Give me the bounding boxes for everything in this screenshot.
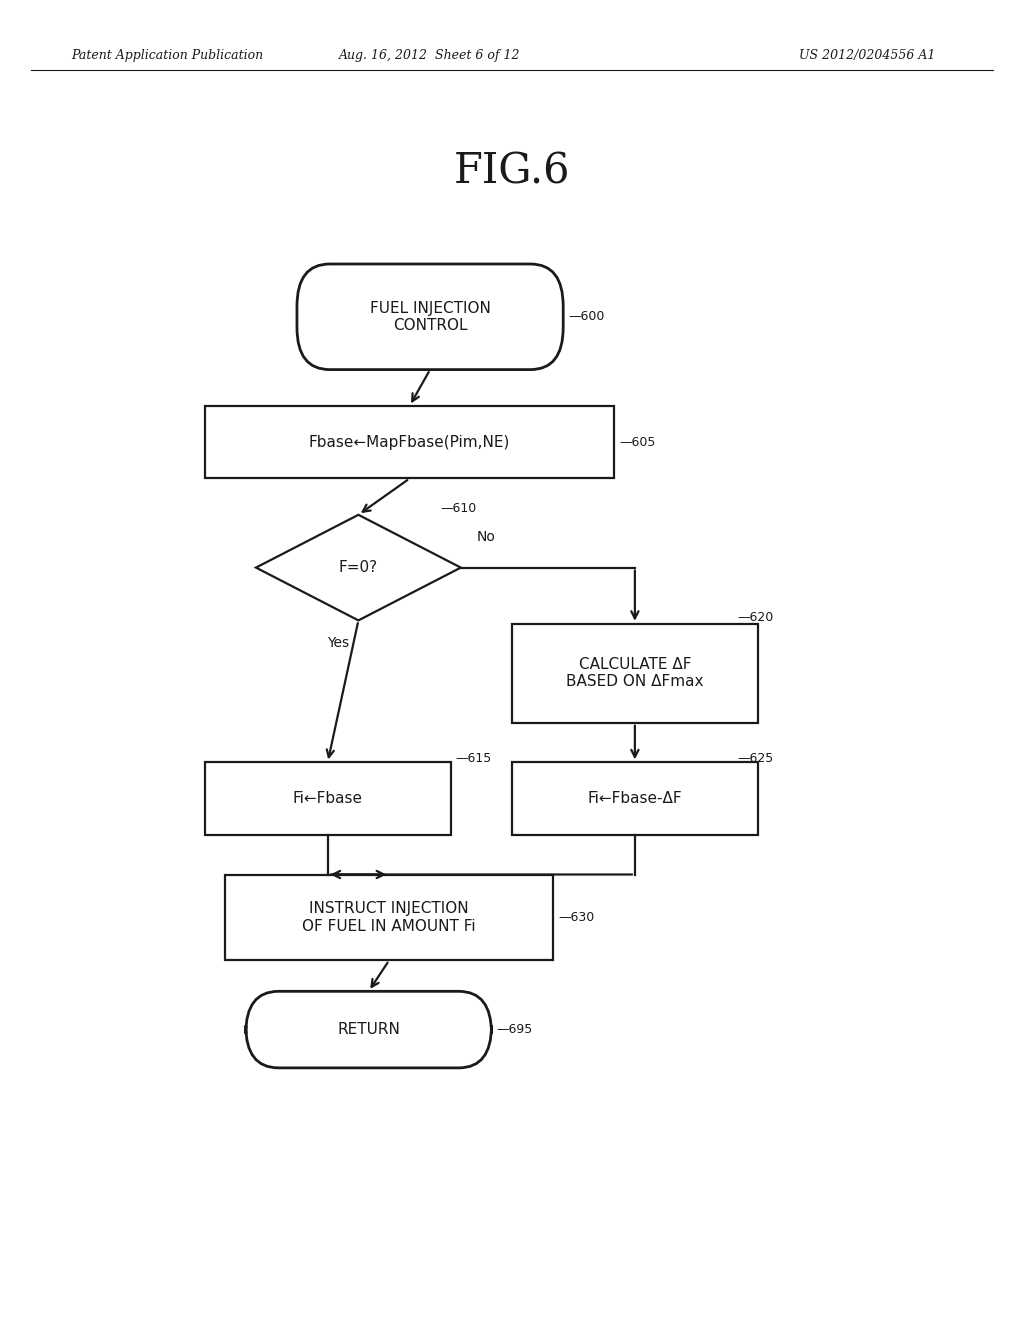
- FancyBboxPatch shape: [246, 991, 492, 1068]
- Text: Fi←Fbase-ΔF: Fi←Fbase-ΔF: [588, 791, 682, 807]
- Text: US 2012/0204556 A1: US 2012/0204556 A1: [799, 49, 935, 62]
- Text: F=0?: F=0?: [339, 560, 378, 576]
- Bar: [225, 875, 553, 961]
- Text: INSTRUCT INJECTION
OF FUEL IN AMOUNT Fi: INSTRUCT INJECTION OF FUEL IN AMOUNT Fi: [302, 902, 476, 933]
- Text: —630: —630: [558, 911, 594, 924]
- Text: —610: —610: [440, 502, 476, 515]
- Text: FUEL INJECTION
CONTROL: FUEL INJECTION CONTROL: [370, 301, 490, 333]
- Text: —600: —600: [568, 310, 605, 323]
- Polygon shape: [256, 515, 461, 620]
- Text: Fi←Fbase: Fi←Fbase: [293, 791, 362, 807]
- Bar: [205, 763, 451, 836]
- Text: —620: —620: [737, 611, 773, 624]
- Text: Fbase←MapFbase(Pim,NE): Fbase←MapFbase(Pim,NE): [309, 434, 510, 450]
- Text: Patent Application Publication: Patent Application Publication: [72, 49, 264, 62]
- Text: —615: —615: [456, 752, 492, 766]
- Text: CALCULATE ΔF
BASED ON ΔFmax: CALCULATE ΔF BASED ON ΔFmax: [566, 657, 703, 689]
- Bar: [512, 624, 758, 722]
- Bar: [512, 763, 758, 836]
- Text: RETURN: RETURN: [337, 1022, 400, 1038]
- Text: FIG.6: FIG.6: [454, 150, 570, 193]
- FancyBboxPatch shape: [297, 264, 563, 370]
- Text: No: No: [476, 529, 495, 544]
- Text: Aug. 16, 2012  Sheet 6 of 12: Aug. 16, 2012 Sheet 6 of 12: [339, 49, 521, 62]
- Text: —605: —605: [620, 436, 656, 449]
- Text: Yes: Yes: [327, 636, 349, 651]
- Bar: [205, 405, 614, 478]
- Text: —695: —695: [497, 1023, 532, 1036]
- Text: —625: —625: [737, 752, 773, 766]
